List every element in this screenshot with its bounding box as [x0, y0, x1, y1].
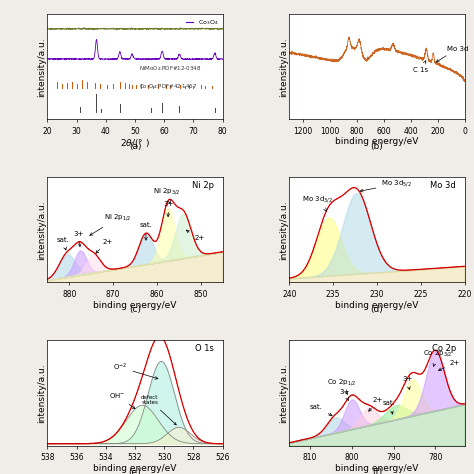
Text: (b): (b) [371, 142, 383, 151]
Text: (c): (c) [129, 305, 141, 314]
Text: Co 2p: Co 2p [431, 344, 456, 353]
Y-axis label: intensity/a.u.: intensity/a.u. [37, 363, 46, 423]
Text: 2+: 2+ [438, 360, 460, 371]
Text: (d): (d) [371, 305, 383, 314]
Y-axis label: intensity/a.u.: intensity/a.u. [37, 37, 46, 97]
Text: OH$^{-}$: OH$^{-}$ [109, 391, 135, 409]
Legend: Co$_3$O$_4$: Co$_3$O$_4$ [185, 18, 219, 27]
X-axis label: binding energy/eV: binding energy/eV [335, 137, 419, 146]
Text: Co$_3$O$_4$:PDF#42-1467: Co$_3$O$_4$:PDF#42-1467 [138, 82, 197, 91]
Text: 3+: 3+ [339, 389, 350, 401]
Text: 2+: 2+ [186, 230, 204, 241]
Text: sat.: sat. [139, 222, 152, 240]
Text: sat.: sat. [310, 404, 332, 416]
Text: (e): (e) [129, 468, 141, 474]
Text: C 1s: C 1s [413, 61, 428, 73]
X-axis label: binding energy/eV: binding energy/eV [93, 301, 177, 310]
Text: Mo 3d$_{3/2}$: Mo 3d$_{3/2}$ [302, 195, 333, 211]
Text: (a): (a) [129, 142, 141, 151]
Text: 2+: 2+ [369, 397, 383, 411]
Text: NiMoO$_4$:PDF#12-0348: NiMoO$_4$:PDF#12-0348 [138, 64, 201, 73]
Text: sat.: sat. [56, 237, 69, 250]
Text: defect
states: defect states [141, 394, 176, 425]
X-axis label: 2$\theta$/(° ): 2$\theta$/(° ) [120, 137, 150, 149]
Text: Mo 3d: Mo 3d [436, 46, 468, 62]
Y-axis label: intensity/a.u.: intensity/a.u. [279, 200, 288, 260]
Text: O 1s: O 1s [195, 344, 214, 353]
Y-axis label: intensity/a.u.: intensity/a.u. [279, 37, 288, 97]
Text: sat.: sat. [383, 400, 396, 414]
Text: 3+: 3+ [402, 376, 412, 390]
Text: Ni 2p$_{3/2}$: Ni 2p$_{3/2}$ [153, 187, 180, 203]
Text: Ni 2p: Ni 2p [192, 181, 214, 190]
Y-axis label: intensity/a.u.: intensity/a.u. [279, 363, 288, 423]
Text: Ni 2p$_{1/2}$: Ni 2p$_{1/2}$ [90, 212, 132, 235]
Text: O$^{-2}$: O$^{-2}$ [113, 362, 158, 379]
X-axis label: binding energy/eV: binding energy/eV [335, 464, 419, 473]
Text: Mo 3d: Mo 3d [430, 181, 456, 190]
Text: (f): (f) [372, 468, 382, 474]
X-axis label: binding energy/eV: binding energy/eV [93, 464, 177, 473]
Text: 3+: 3+ [73, 230, 84, 246]
Text: Co 2p$_{1/2}$: Co 2p$_{1/2}$ [327, 377, 356, 394]
Text: 3+: 3+ [164, 201, 174, 217]
Text: 2+: 2+ [96, 238, 112, 253]
Y-axis label: intensity/a.u.: intensity/a.u. [37, 200, 46, 260]
Text: Co 2p$_{3/2}$: Co 2p$_{3/2}$ [423, 349, 452, 366]
X-axis label: binding energy/eV: binding energy/eV [335, 301, 419, 310]
Text: Mo 3d$_{5/2}$: Mo 3d$_{5/2}$ [360, 179, 412, 192]
